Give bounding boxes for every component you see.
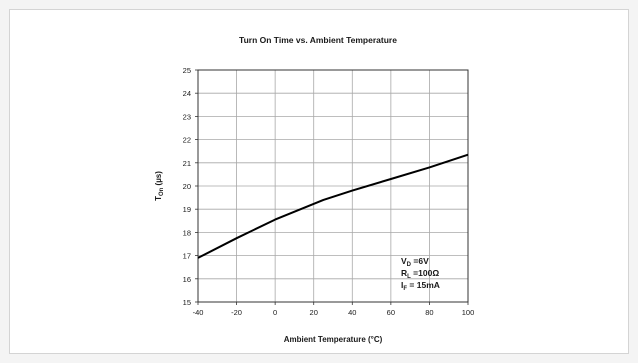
y-tick-label: 21 (183, 159, 191, 168)
x-tick-label: 100 (462, 308, 475, 317)
x-tick-label: -40 (193, 308, 204, 317)
series-points (197, 154, 469, 258)
y-tick-label: 24 (183, 89, 191, 98)
condition-symbol: I (401, 280, 403, 290)
condition-value: = 15mA (407, 280, 440, 290)
grid (198, 70, 468, 302)
condition-subscript: D (407, 262, 412, 268)
x-tick-label: 40 (348, 308, 356, 317)
y-tick-label: 23 (183, 112, 191, 121)
y-tick-label: 20 (183, 182, 191, 191)
y-axis-label: TOn (µs) (154, 171, 165, 201)
y-tick-label: 22 (183, 136, 191, 145)
condition-label: RL =100Ω (401, 268, 439, 280)
series-line-turn-on-time (197, 153, 469, 259)
y-tick-label: 18 (183, 228, 191, 237)
condition-label: IF = 15mA (401, 280, 440, 292)
chart-title: Turn On Time vs. Ambient Temperature (239, 35, 397, 45)
y-tick-label: 16 (183, 275, 191, 284)
x-tick-label: -20 (231, 308, 242, 317)
x-tick-label: 0 (273, 308, 277, 317)
condition-symbol: R (401, 268, 407, 278)
condition-value: =6V (411, 256, 429, 266)
condition-value: =100Ω (411, 268, 440, 278)
y-axis-label-unit: (µs) (154, 171, 163, 188)
condition-subscript: F (403, 286, 407, 292)
y-tick-label: 15 (183, 298, 191, 307)
x-tick-label: 80 (425, 308, 433, 317)
y-tick-label: 19 (183, 205, 191, 214)
x-axis-label: Ambient Temperature (°C) (284, 335, 383, 344)
chart-panel (9, 9, 629, 354)
y-axis-label-subscript: On (159, 187, 165, 196)
condition-label: VD =6V (401, 256, 429, 268)
x-axis-ticks: -40 -20 0 20 40 60 80 100 (193, 302, 475, 317)
y-axis-ticks: 15 16 17 18 19 20 21 22 23 24 25 (183, 66, 198, 307)
y-axis-label-main: T (154, 196, 163, 201)
x-tick-label: 20 (310, 308, 318, 317)
condition-symbol: V (401, 256, 407, 266)
x-tick-label: 60 (387, 308, 395, 317)
y-tick-label: 17 (183, 252, 191, 261)
condition-subscript: L (407, 274, 411, 280)
y-tick-label: 25 (183, 66, 191, 75)
